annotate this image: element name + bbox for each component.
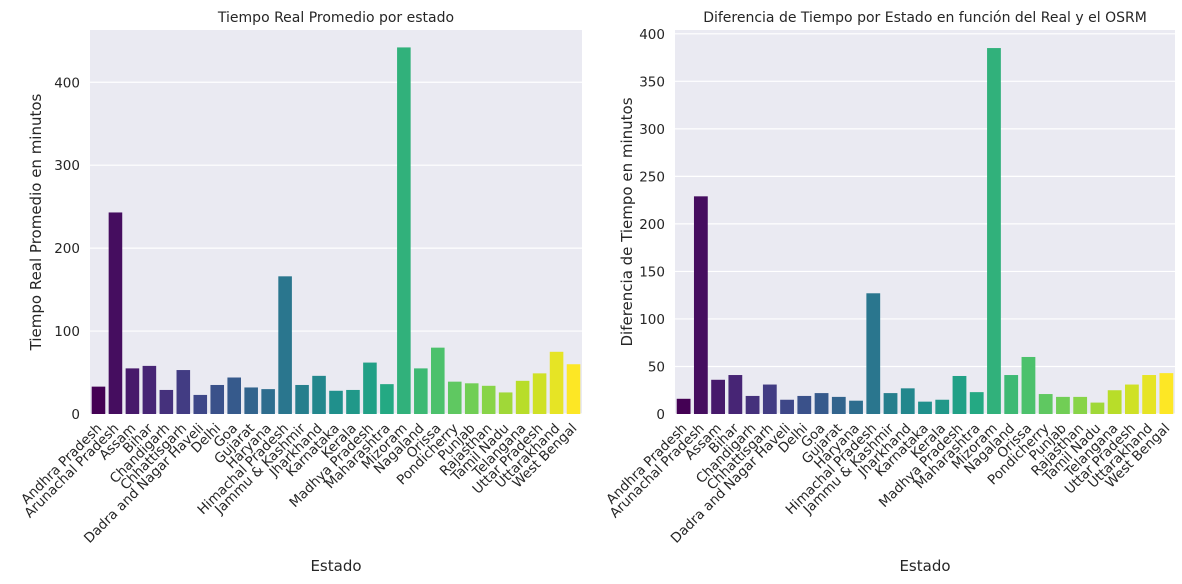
y-tick-label: 0 xyxy=(71,407,80,423)
bar-andhra-pradesh xyxy=(676,398,691,414)
bar-assam xyxy=(711,379,725,414)
bar-jammu-kashmir xyxy=(295,384,309,414)
bar-gujarat xyxy=(244,387,258,414)
bar-uttar-pradesh xyxy=(1125,384,1139,414)
y-tick-label: 0 xyxy=(656,407,665,423)
x-axis-label: Estado xyxy=(310,557,361,575)
chart-diferencia-tiempo: Diferencia de Tiempo por Estado en funci… xyxy=(603,10,1175,575)
x-tick-label: Arunachal Pradesh xyxy=(607,421,708,522)
x-axis-label: Estado xyxy=(899,557,950,575)
x-tick-label: Arunachal Pradesh xyxy=(21,421,122,522)
y-axis-label: Tiempo Real Promedio en minutos xyxy=(27,93,45,351)
bar-kerala xyxy=(935,399,950,414)
x-tick-label: Andhra Pradesh xyxy=(603,421,690,508)
bar-jharkhand xyxy=(312,375,326,414)
bar-orissa xyxy=(431,347,445,414)
bar-assam xyxy=(125,368,140,414)
bars xyxy=(91,47,581,415)
bar-punjab xyxy=(464,383,479,414)
bar-karnataka xyxy=(918,401,932,414)
y-tick-labels: 0 50 100 150 200 250 300 350 400 xyxy=(639,27,665,423)
plot-area xyxy=(675,30,1175,414)
y-tick-label: 250 xyxy=(639,169,665,185)
bar-himachal-pradesh xyxy=(866,293,881,414)
bar-madhya-pradesh xyxy=(952,375,967,414)
chart-title: Diferencia de Tiempo por Estado en funci… xyxy=(703,10,1147,26)
bar-bihar xyxy=(142,365,157,414)
bar-rajasthan xyxy=(1073,396,1088,414)
y-tick-label: 300 xyxy=(54,158,80,174)
y-tick-label: 300 xyxy=(639,122,665,138)
y-tick-labels: 0 100 200 300 400 xyxy=(54,75,80,423)
bar-jharkhand xyxy=(900,388,915,414)
y-tick-label: 150 xyxy=(639,264,665,280)
bar-arunachal-pradesh xyxy=(693,196,708,414)
bar-delhi xyxy=(797,395,812,414)
bar-jammu-kashmir xyxy=(883,393,898,414)
bar-maharashtra xyxy=(969,392,984,414)
chart-tiempo-real: Tiempo Real Promedio por estado 0 100 200 3… xyxy=(18,10,582,575)
bar-haryana xyxy=(849,400,863,414)
bar-uttarakhand xyxy=(549,351,564,414)
bar-chhattisgarh xyxy=(176,370,191,414)
y-tick-label: 100 xyxy=(639,312,665,328)
plot-area xyxy=(90,30,582,414)
bar-karnataka xyxy=(329,390,343,414)
bar-uttar-pradesh xyxy=(532,373,547,414)
bar-maharashtra xyxy=(380,384,394,414)
bar-goa xyxy=(814,393,829,414)
bar-chandigarh xyxy=(159,389,174,414)
bar-arunachal-pradesh xyxy=(108,212,123,414)
y-axis-label: Diferencia de Tiempo en minutos xyxy=(618,97,636,346)
y-tick-label: 350 xyxy=(639,74,665,90)
bar-kerala xyxy=(346,389,360,414)
bar-mizoram xyxy=(987,48,1001,414)
chart-title: Tiempo Real Promedio por estado xyxy=(217,10,454,26)
bar-delhi xyxy=(210,384,225,414)
bars xyxy=(676,48,1174,414)
bar-pondicherry xyxy=(447,381,462,414)
bar-rajasthan xyxy=(481,385,496,414)
bar-uttarakhand xyxy=(1142,375,1157,414)
y-tick-label: 100 xyxy=(54,324,80,340)
x-tick-label: Andhra Pradesh xyxy=(18,421,105,508)
bar-telangana xyxy=(1107,390,1122,414)
bar-west-bengal xyxy=(1159,373,1174,414)
bar-chandigarh xyxy=(745,395,760,414)
bar-dadra-and-nagar-haveli xyxy=(193,394,208,414)
bar-andhra-pradesh xyxy=(91,386,106,414)
y-tick-label: 50 xyxy=(648,359,665,375)
bar-nagaland xyxy=(414,368,428,414)
bar-pondicherry xyxy=(1038,394,1053,414)
bar-telangana xyxy=(515,380,530,414)
y-tick-label: 200 xyxy=(639,217,665,233)
bar-punjab xyxy=(1056,396,1070,414)
y-tick-label: 400 xyxy=(54,75,80,91)
bar-bihar xyxy=(728,375,743,414)
bar-madhya-pradesh xyxy=(363,362,377,414)
bar-haryana xyxy=(261,389,275,414)
bar-goa xyxy=(227,377,241,414)
bar-nagaland xyxy=(1004,375,1019,414)
bar-orissa xyxy=(1021,356,1036,414)
y-tick-label: 200 xyxy=(54,241,80,257)
bar-dadra-and-nagar-haveli xyxy=(780,399,794,414)
bar-chhattisgarh xyxy=(762,384,777,414)
bar-tamil-nadu xyxy=(1090,402,1105,414)
bar-west-bengal xyxy=(566,364,581,414)
bar-tamil-nadu xyxy=(498,392,513,414)
bar-gujarat xyxy=(831,396,846,414)
y-tick-label: 400 xyxy=(639,27,665,43)
bar-mizoram xyxy=(397,47,411,415)
bar-himachal-pradesh xyxy=(278,276,292,414)
